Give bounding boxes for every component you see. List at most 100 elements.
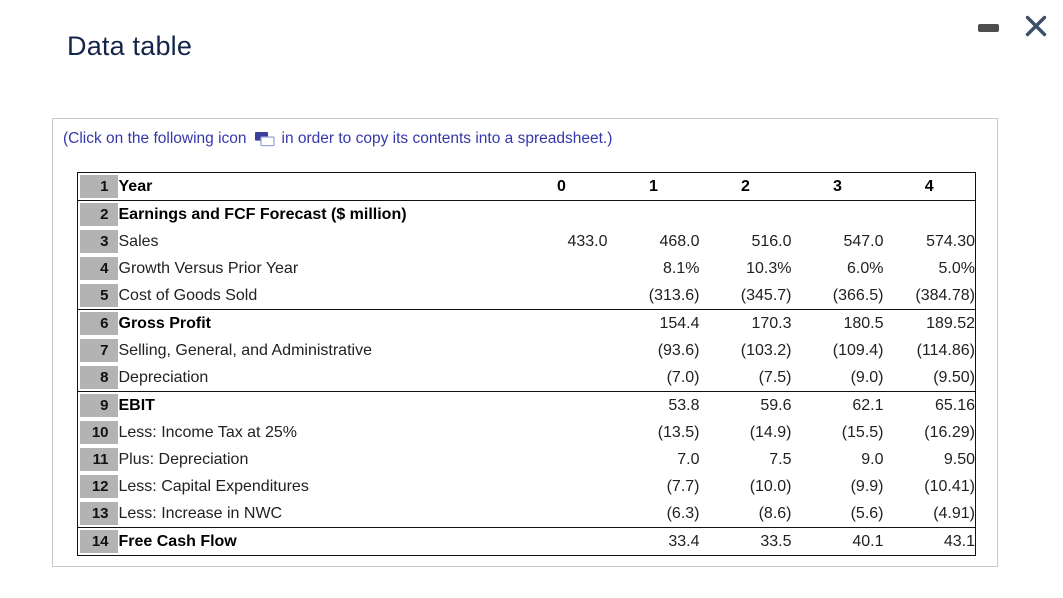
- cell-value: 33.5: [760, 532, 792, 550]
- cell-value: (6.3): [607, 500, 700, 528]
- row-number-cell: 2: [77, 200, 119, 228]
- minimize-button[interactable]: [974, 18, 1002, 38]
- row-number-cell: 1: [77, 172, 119, 201]
- data-table: 1 Year 0 1 2 3 4 2 Earnings and FCF Forecast ($ …: [77, 172, 976, 556]
- minus-icon: [977, 24, 999, 32]
- cell-value: 40.1: [852, 532, 884, 550]
- data-table-panel: (Click on the following icon in order to…: [52, 118, 998, 567]
- cell-value: 170.3: [751, 314, 792, 332]
- instruction-text: (Click on the following icon in order to…: [63, 128, 612, 150]
- cell-value: 547.0: [843, 232, 884, 250]
- table-row: 14 Free Cash Flow 33.4 33.5 40.1 43.1: [77, 527, 976, 556]
- row-number: 5: [80, 284, 118, 307]
- row-label: Free Cash Flow: [118, 532, 237, 550]
- cell-value: [516, 528, 608, 556]
- row-number-cell: 5: [77, 282, 119, 310]
- table-row: 3 Sales 433.0 468.0 516.0 547.0 574.30: [77, 228, 976, 255]
- row-number: 10: [80, 421, 118, 444]
- cell-value: 189.52: [926, 314, 975, 332]
- table-row: 1 Year 0 1 2 3 4: [77, 172, 976, 201]
- cell-value: [516, 337, 608, 364]
- cell-value: 43.1: [943, 532, 975, 550]
- row-number: 4: [80, 257, 118, 280]
- cell-value: (93.6): [657, 341, 700, 359]
- cell-value: 574.30: [926, 232, 975, 250]
- cell-value: [792, 201, 884, 229]
- cell-value: 53.8: [668, 396, 700, 414]
- cell-value: [515, 282, 608, 310]
- cell-value: (5.6): [791, 500, 884, 528]
- row-number-cell: 11: [77, 446, 119, 473]
- table-row: 9 EBIT 53.8 59.6 62.1 65.16: [77, 391, 976, 419]
- cell-value: [516, 446, 608, 473]
- row-number-cell: 4: [77, 255, 119, 282]
- instruction-prefix: (Click on the following icon: [63, 130, 247, 147]
- cell-value: (9.9): [850, 477, 884, 495]
- cell-value: (103.2): [740, 341, 792, 359]
- row-number: 6: [80, 312, 118, 335]
- row-number-cell: 6: [77, 309, 119, 337]
- table-row: 2 Earnings and FCF Forecast ($ million): [77, 200, 976, 229]
- cell-value: 3: [791, 172, 884, 201]
- row-number-cell: 3: [77, 228, 119, 255]
- row-number: 7: [80, 339, 118, 362]
- cell-value: (9.0): [791, 364, 884, 392]
- cell-value: 180.5: [843, 314, 884, 332]
- cell-value: [516, 473, 608, 500]
- row-number: 1: [80, 175, 118, 198]
- cell-value: 2: [699, 172, 792, 201]
- table-row: 13 Less: Increase in NWC (6.3) (8.6) (5.6) (4…: [77, 500, 976, 528]
- row-number: 9: [80, 394, 118, 417]
- close-button[interactable]: [1018, 8, 1054, 44]
- row-label: Year: [118, 172, 516, 201]
- copy-icon[interactable]: [254, 131, 275, 147]
- cell-value: (7.5): [699, 364, 792, 392]
- row-label: Growth Versus Prior Year: [118, 259, 299, 277]
- cell-value: 7.5: [769, 450, 792, 468]
- row-label: Plus: Depreciation: [118, 450, 249, 468]
- cell-value: [884, 201, 976, 229]
- cell-value: 65.16: [934, 396, 975, 414]
- close-icon: [1025, 15, 1047, 37]
- cell-value: 62.1: [852, 396, 884, 414]
- cell-value: (15.5): [841, 423, 884, 441]
- table-row: 12 Less: Capital Expenditures (7.7) (10.0) (…: [77, 473, 976, 500]
- cell-value: [516, 310, 608, 338]
- table-row: 7 Selling, General, and Administrative (93…: [77, 337, 976, 364]
- cell-value: [700, 201, 792, 229]
- instruction-suffix: in order to copy its contents into a spr…: [281, 130, 613, 147]
- row-label: Depreciation: [118, 364, 516, 392]
- cell-value: (10.41): [924, 477, 975, 495]
- row-number-cell: 7: [77, 337, 119, 364]
- row-label: Less: Income Tax at 25%: [118, 423, 297, 441]
- row-number: 8: [80, 366, 118, 389]
- row-label: Gross Profit: [118, 314, 211, 332]
- cell-value: [515, 364, 608, 392]
- table-row: 4 Growth Versus Prior Year 8.1% 10.3% 6.0% 5.…: [77, 255, 976, 282]
- cell-value: [608, 201, 700, 229]
- cell-value: (114.86): [916, 341, 975, 359]
- row-label: Earnings and FCF Forecast ($ million): [118, 205, 407, 223]
- table-row: 8 Depreciation (7.0) (7.5) (9.0) (9.50): [77, 364, 976, 392]
- row-number-cell: 13: [77, 500, 119, 528]
- cell-value: 433.0: [567, 232, 608, 250]
- cell-value: 5.0%: [938, 259, 975, 277]
- row-number: 14: [80, 530, 118, 553]
- cell-value: 10.3%: [746, 259, 792, 277]
- cell-value: 154.4: [659, 314, 700, 332]
- cell-value: (8.6): [699, 500, 792, 528]
- cell-value: (14.9): [749, 423, 792, 441]
- table-row: 6 Gross Profit 154.4 170.3 180.5 189.52: [77, 309, 976, 338]
- cell-value: 9.0: [861, 450, 884, 468]
- row-number: 2: [80, 203, 118, 226]
- cell-value: 33.4: [668, 532, 700, 550]
- cell-value: 59.6: [760, 396, 792, 414]
- cell-value: 8.1%: [663, 259, 700, 277]
- cell-value: (13.5): [657, 423, 700, 441]
- row-number-cell: 14: [77, 527, 119, 556]
- cell-value: (9.50): [883, 364, 976, 392]
- row-number: 12: [80, 475, 118, 498]
- cell-value: (7.0): [607, 364, 700, 392]
- row-number-cell: 12: [77, 473, 119, 500]
- cell-value: [516, 419, 608, 446]
